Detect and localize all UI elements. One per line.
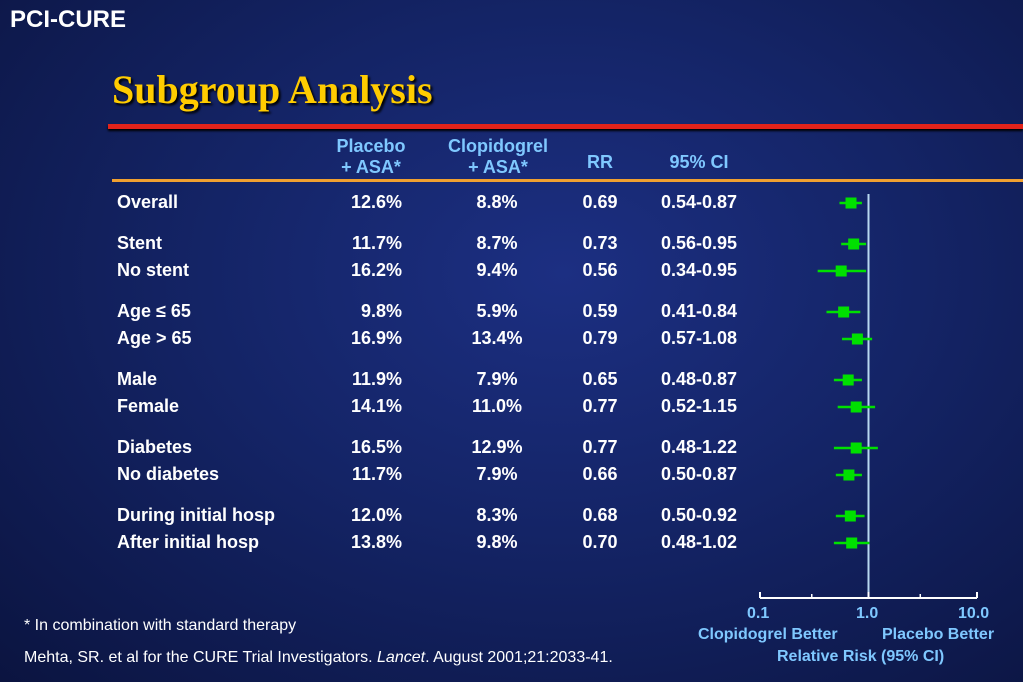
rr-marker xyxy=(848,238,860,250)
row-rr: 0.59 xyxy=(582,301,618,321)
rr-marker xyxy=(838,306,850,318)
rr-marker xyxy=(850,442,862,454)
row-ci: 0.48-1.22 xyxy=(660,437,738,457)
footnote: * In combination with standard therapy xyxy=(24,617,297,634)
row-ci: 0.34-0.95 xyxy=(660,260,738,280)
rr-marker xyxy=(846,537,858,549)
row-rr: 0.77 xyxy=(582,437,618,457)
axis-title: Relative Risk (95% CI) xyxy=(777,648,945,665)
rr-marker xyxy=(844,510,856,522)
row-placebo: 11.7% xyxy=(351,233,402,253)
tick-label-1.0: 1.0 xyxy=(856,605,879,622)
slide-tag: PCI-CURE xyxy=(10,6,127,33)
row-placebo: 12.6% xyxy=(350,192,402,212)
rr-marker xyxy=(835,265,847,277)
row-label: Age > 65 xyxy=(117,328,192,348)
header-placebo: Placebo + ASA* xyxy=(336,136,406,177)
row-placebo: 11.7% xyxy=(351,464,402,484)
row-ci: 0.41-0.84 xyxy=(660,301,738,321)
row-rr: 0.66 xyxy=(582,464,618,484)
row-placebo: 14.1% xyxy=(350,396,402,416)
axis-left-label: Clopidogrel Better xyxy=(698,626,838,643)
header-clopidogrel: Clopidogrel + ASA* xyxy=(448,136,548,177)
row-rr: 0.65 xyxy=(582,369,618,389)
row-placebo: 16.5% xyxy=(350,437,402,457)
row-clopidogrel: 7.9% xyxy=(476,464,518,484)
axis-right-label: Placebo Better xyxy=(882,626,995,643)
header-divider xyxy=(112,179,1023,182)
rr-marker xyxy=(843,469,855,481)
row-clopidogrel: 9.8% xyxy=(476,532,518,552)
row-clopidogrel: 5.9% xyxy=(476,301,518,321)
header-rr: RR xyxy=(587,152,613,172)
row-ci: 0.54-0.87 xyxy=(660,192,738,212)
tick-label-0.1: 0.1 xyxy=(747,605,770,622)
row-label: Female xyxy=(117,396,180,416)
row-ci: 0.57-1.08 xyxy=(660,328,738,348)
row-label: Diabetes xyxy=(117,437,193,457)
citation: Mehta, SR. et al for the CURE Trial Inve… xyxy=(24,649,613,666)
row-ci: 0.48-1.02 xyxy=(660,532,738,552)
row-placebo: 16.2% xyxy=(350,260,402,280)
row-ci: 0.50-0.92 xyxy=(660,505,738,525)
row-placebo: 9.8% xyxy=(360,301,402,321)
row-clopidogrel: 8.8% xyxy=(476,192,518,212)
row-clopidogrel: 11.0% xyxy=(471,396,523,416)
rr-marker xyxy=(842,374,854,386)
row-label: No diabetes xyxy=(117,464,220,484)
title-divider xyxy=(108,124,1023,129)
row-label: Overall xyxy=(117,192,179,212)
row-ci: 0.56-0.95 xyxy=(660,233,738,253)
row-label: Stent xyxy=(117,233,162,253)
row-clopidogrel: 8.7% xyxy=(476,233,518,253)
row-label: During initial hosp xyxy=(117,505,275,525)
row-clopidogrel: 8.3% xyxy=(476,505,518,525)
row-rr: 0.68 xyxy=(582,505,618,525)
row-clopidogrel: 9.4% xyxy=(476,260,518,280)
slide-title: Subgroup Analysis xyxy=(112,67,433,112)
row-placebo: 16.9% xyxy=(350,328,402,348)
row-label: After initial hosp xyxy=(117,532,260,552)
row-placebo: 11.9% xyxy=(351,369,402,389)
row-ci: 0.48-0.87 xyxy=(660,369,738,389)
row-rr: 0.77 xyxy=(582,396,618,416)
row-label: Age ≤ 65 xyxy=(117,301,191,321)
row-rr: 0.70 xyxy=(582,532,618,552)
rr-marker xyxy=(845,197,857,209)
row-clopidogrel: 13.4% xyxy=(471,328,523,348)
row-placebo: 12.0% xyxy=(350,505,402,525)
row-clopidogrel: 12.9% xyxy=(471,437,523,457)
rr-marker xyxy=(851,333,863,345)
rr-marker xyxy=(850,401,862,413)
row-ci: 0.50-0.87 xyxy=(660,464,738,484)
row-rr: 0.69 xyxy=(582,192,618,212)
row-rr: 0.56 xyxy=(582,260,618,280)
row-clopidogrel: 7.9% xyxy=(476,369,518,389)
row-rr: 0.79 xyxy=(582,328,618,348)
row-label: Male xyxy=(117,369,158,389)
row-ci: 0.52-1.15 xyxy=(660,396,738,416)
tick-label-10.0: 10.0 xyxy=(958,605,990,622)
row-placebo: 13.8% xyxy=(350,532,402,552)
header-ci: 95% CI xyxy=(669,152,729,172)
row-label: No stent xyxy=(117,260,189,280)
row-rr: 0.73 xyxy=(582,233,618,253)
